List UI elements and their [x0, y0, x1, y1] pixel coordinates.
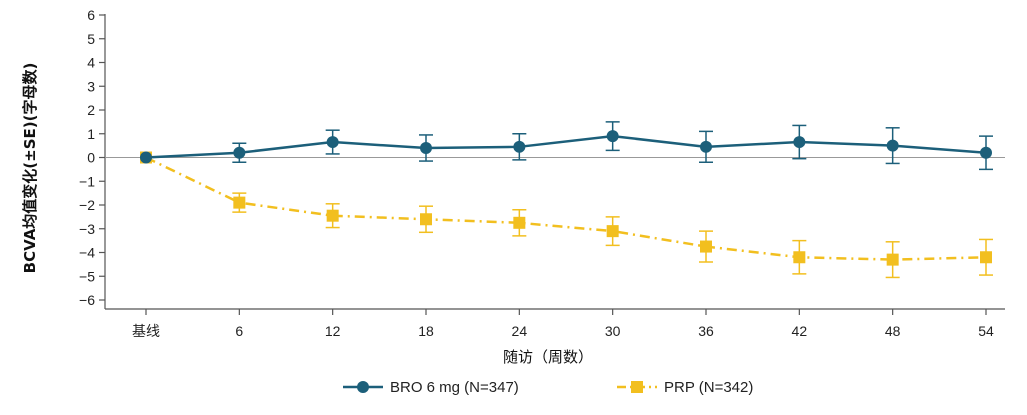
data-point	[420, 213, 432, 226]
data-point	[140, 151, 152, 164]
data-point	[326, 209, 339, 222]
y-tick-label: 4	[87, 55, 95, 71]
data-point	[700, 240, 712, 253]
x-tick-label: 18	[418, 323, 434, 339]
x-tick-group: 基线 6 12 18 24 30 36 42 48 54	[132, 309, 994, 339]
legend-swatch-prp-marker	[631, 381, 643, 393]
y-tick-label: 0	[87, 150, 95, 166]
y-tick-label: 6	[87, 7, 95, 23]
y-tick-label: 3	[87, 78, 95, 94]
y-tick-label: −3	[79, 221, 95, 237]
y-tick-label: −6	[79, 292, 95, 308]
data-point	[420, 142, 432, 154]
data-point	[326, 136, 339, 149]
data-point	[513, 216, 526, 229]
legend-label-prp: PRP (N=342)	[664, 379, 753, 396]
y-tick-label: 1	[87, 126, 95, 142]
y-tick-label: −2	[79, 197, 95, 213]
y-tick-group: 6 5 4 3 2 1 0 −1 −2 −3 −4 −5 −6	[79, 7, 105, 308]
data-point	[793, 136, 806, 149]
x-tick-label: 42	[792, 323, 808, 339]
x-tick-label: 30	[605, 323, 621, 339]
x-tick-label: 36	[698, 323, 714, 339]
series-bro	[140, 121, 993, 171]
legend-item-bro: BRO 6 mg (N=347)	[343, 379, 519, 396]
x-tick-label: 54	[978, 323, 994, 339]
data-point	[886, 139, 899, 152]
data-point	[793, 251, 806, 264]
x-tick-label: 48	[885, 323, 901, 339]
data-point	[606, 130, 619, 143]
data-point	[886, 253, 899, 266]
series-layer	[140, 121, 993, 279]
legend-swatch-bro-marker	[357, 381, 369, 393]
legend: BRO 6 mg (N=347) PRP (N=342)	[343, 379, 753, 396]
y-tick-label: 2	[87, 102, 95, 118]
series-line	[145, 134, 987, 159]
x-axis-title: 随访（周数）	[503, 348, 593, 366]
y-axis-title: BCVA均值变化(±SE)(字母数)	[21, 63, 39, 274]
series-prp	[140, 151, 993, 279]
data-point	[233, 196, 246, 209]
x-tick-label: 12	[325, 323, 341, 339]
data-point	[606, 225, 619, 238]
legend-label-bro: BRO 6 mg (N=347)	[390, 379, 519, 396]
y-tick-label: −5	[79, 268, 95, 284]
data-point	[700, 140, 712, 153]
y-tick-label: −1	[79, 173, 95, 189]
x-tick-label: 基线	[132, 323, 160, 339]
data-point	[513, 140, 526, 153]
legend-item-prp: PRP (N=342)	[617, 379, 753, 396]
x-tick-label: 24	[512, 323, 528, 339]
data-point	[980, 251, 992, 264]
y-tick-label: 5	[87, 31, 95, 47]
y-tick-label: −4	[79, 245, 95, 261]
series-line	[145, 156, 987, 261]
data-point	[980, 146, 992, 159]
data-point	[233, 146, 246, 159]
x-tick-label: 6	[235, 323, 243, 339]
